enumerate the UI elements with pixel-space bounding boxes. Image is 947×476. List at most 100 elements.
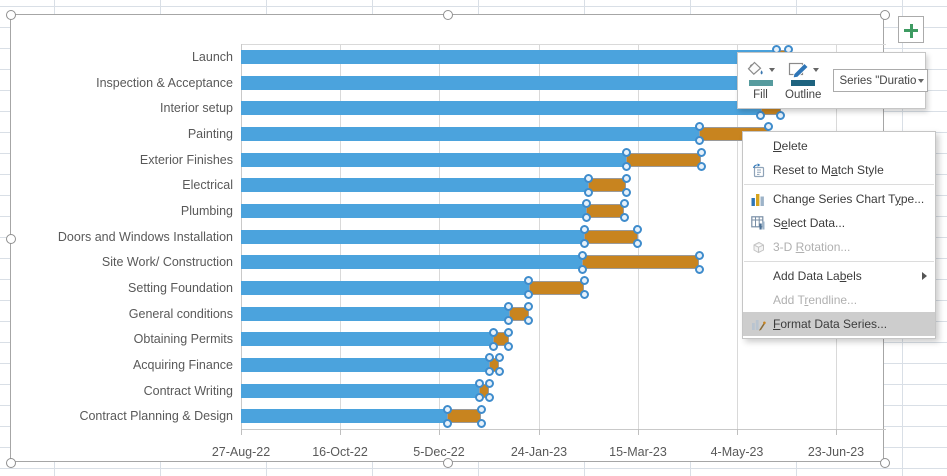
chart-selection-handle[interactable] — [443, 10, 453, 20]
series-point-selection-handle[interactable] — [579, 290, 589, 300]
series-point-selection-handle[interactable] — [484, 393, 494, 402]
series-point-selection-handle[interactable] — [583, 173, 593, 183]
series-point-selection-handle[interactable] — [579, 225, 589, 234]
series-point-selection-handle[interactable] — [694, 264, 704, 274]
category-axis-label[interactable]: Painting — [187, 126, 233, 141]
gantt-start-bar[interactable] — [241, 178, 589, 193]
series-point-selection-handle[interactable] — [504, 341, 514, 351]
series-point-selection-handle[interactable] — [504, 316, 514, 325]
series-point-selection-handle[interactable] — [696, 148, 706, 157]
series-point-selection-handle[interactable] — [619, 213, 629, 223]
gantt-start-bar[interactable] — [241, 126, 700, 141]
series-point-selection-handle[interactable] — [484, 379, 494, 388]
category-axis-label[interactable]: Doors and Windows Installation — [57, 229, 233, 244]
gantt-duration-bar[interactable] — [447, 409, 482, 424]
gantt-duration-bar[interactable] — [586, 203, 625, 218]
gantt-start-bar[interactable] — [241, 75, 771, 90]
date-axis-label[interactable]: 15-Mar-23 — [609, 445, 667, 459]
series-point-selection-handle[interactable] — [524, 316, 534, 325]
gantt-duration-bar[interactable] — [588, 178, 626, 193]
series-point-selection-handle[interactable] — [764, 122, 774, 132]
series-point-selection-handle[interactable] — [621, 173, 631, 183]
series-point-selection-handle[interactable] — [621, 162, 631, 171]
series-point-selection-handle[interactable] — [494, 367, 504, 377]
gantt-start-bar[interactable] — [241, 229, 585, 244]
series-point-selection-handle[interactable] — [484, 367, 494, 377]
series-point-selection-handle[interactable] — [621, 187, 631, 197]
category-axis-label[interactable]: Acquiring Finance — [132, 357, 233, 372]
series-point-selection-handle[interactable] — [694, 250, 704, 260]
category-axis-label[interactable]: Interior setup — [160, 101, 233, 116]
category-axis-label[interactable]: General conditions — [128, 306, 233, 321]
gantt-start-bar[interactable] — [241, 101, 761, 116]
chart-element-selector-dropdown[interactable]: Series "Duratio — [833, 69, 929, 92]
series-point-selection-handle[interactable] — [524, 302, 534, 311]
category-axis-label[interactable]: Contract Planning & Design — [79, 409, 233, 424]
chart-selection-handle[interactable] — [443, 458, 453, 468]
series-point-selection-handle[interactable] — [579, 239, 589, 248]
series-point-selection-handle[interactable] — [581, 199, 591, 209]
chart-selection-handle[interactable] — [6, 234, 16, 244]
outline-dropdown-caret-icon[interactable] — [812, 67, 819, 72]
category-axis-label[interactable]: Launch — [191, 49, 233, 64]
series-point-selection-handle[interactable] — [442, 418, 452, 428]
date-axis-label[interactable]: 16-Oct-22 — [312, 445, 368, 459]
menu-item-delete[interactable]: Delete — [743, 134, 935, 158]
series-point-selection-handle[interactable] — [579, 276, 589, 286]
gantt-duration-bar[interactable] — [489, 357, 499, 372]
series-point-selection-handle[interactable] — [694, 136, 704, 146]
series-point-selection-handle[interactable] — [696, 162, 706, 171]
gantt-start-bar[interactable] — [241, 306, 509, 321]
category-axis-label[interactable]: Setting Foundation — [128, 280, 233, 295]
fill-button[interactable]: Fill — [746, 61, 775, 101]
menu-item-reset-to-match-style[interactable]: Reset to Match Style — [743, 158, 935, 182]
series-point-selection-handle[interactable] — [577, 264, 587, 274]
series-point-selection-handle[interactable] — [476, 418, 486, 428]
chart-selection-handle[interactable] — [6, 458, 16, 468]
gantt-duration-bar[interactable] — [584, 229, 638, 244]
series-point-selection-handle[interactable] — [504, 302, 514, 311]
gantt-start-bar[interactable] — [241, 383, 480, 398]
category-axis-label[interactable]: Site Work/ Construction — [101, 255, 233, 270]
fill-dropdown-caret-icon[interactable] — [769, 67, 775, 72]
gantt-start-bar[interactable] — [241, 49, 777, 64]
series-point-selection-handle[interactable] — [488, 341, 498, 351]
series-point-selection-handle[interactable] — [633, 225, 643, 234]
category-axis-label[interactable]: Obtaining Permits — [133, 332, 233, 347]
menu-item-format-data-series[interactable]: Format Data Series... — [743, 312, 935, 336]
series-point-selection-handle[interactable] — [619, 199, 629, 209]
gantt-duration-bar[interactable] — [479, 383, 490, 398]
gantt-start-bar[interactable] — [241, 255, 583, 270]
series-point-selection-handle[interactable] — [474, 379, 484, 388]
gantt-start-bar[interactable] — [241, 357, 490, 372]
gantt-duration-bar[interactable] — [528, 280, 585, 295]
menu-item-add-data-labels[interactable]: Add Data Labels — [743, 264, 935, 288]
series-point-selection-handle[interactable] — [621, 148, 631, 157]
category-axis-label[interactable]: Inspection & Acceptance — [96, 75, 233, 90]
gantt-start-bar[interactable] — [241, 332, 494, 347]
date-axis-label[interactable]: 27-Aug-22 — [211, 445, 271, 459]
chart-selection-handle[interactable] — [6, 10, 16, 20]
menu-item-select-data[interactable]: Select Data... — [743, 211, 935, 235]
series-point-selection-handle[interactable] — [442, 404, 452, 414]
gantt-duration-bar[interactable] — [582, 255, 700, 270]
series-point-selection-handle[interactable] — [776, 110, 786, 120]
gantt-duration-bar[interactable] — [626, 152, 702, 167]
category-axis-label[interactable]: Exterior Finishes — [139, 152, 233, 167]
series-point-selection-handle[interactable] — [581, 213, 591, 223]
chart-selection-handle[interactable] — [880, 10, 890, 20]
series-point-selection-handle[interactable] — [484, 353, 494, 363]
category-axis-label[interactable]: Electrical — [182, 178, 233, 193]
series-point-selection-handle[interactable] — [577, 250, 587, 260]
date-axis-label[interactable]: 24-Jan-23 — [510, 445, 568, 459]
series-point-selection-handle[interactable] — [476, 404, 486, 414]
series-point-selection-handle[interactable] — [633, 239, 643, 248]
series-point-selection-handle[interactable] — [488, 327, 498, 337]
series-point-selection-handle[interactable] — [474, 393, 484, 402]
series-point-selection-handle[interactable] — [504, 327, 514, 337]
menu-item-change-series-chart-type[interactable]: Change Series Chart Type... — [743, 187, 935, 211]
menu-item-add-trendline[interactable]: Add Trendline... — [743, 288, 935, 312]
category-axis-label[interactable]: Contract Writing — [143, 383, 233, 398]
date-axis-label[interactable]: 4-May-23 — [710, 445, 764, 459]
add-chart-element-button[interactable] — [898, 16, 924, 43]
